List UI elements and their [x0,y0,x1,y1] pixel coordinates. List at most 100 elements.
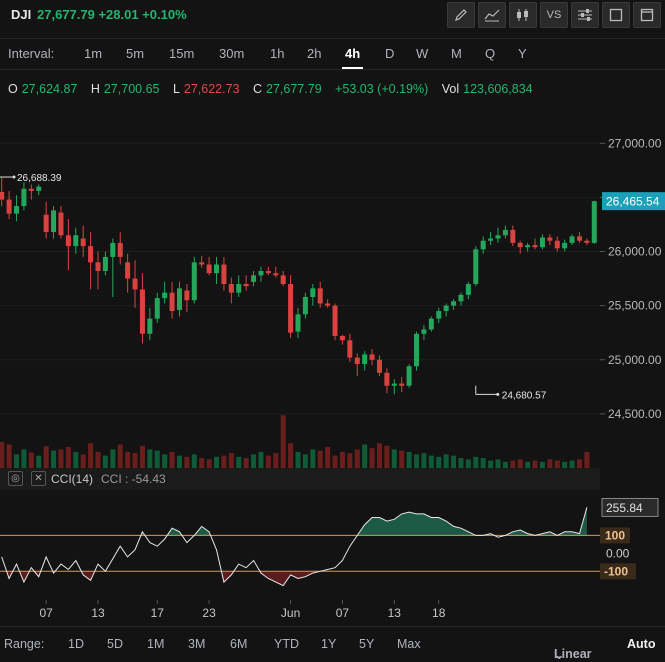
candle [117,242,123,257]
compare-icon[interactable]: VS [540,2,568,28]
range-5y[interactable]: 5Y [359,637,375,651]
open-key: O [8,82,18,96]
volume-bar [584,451,590,468]
range-5d[interactable]: 5D [107,637,123,651]
eye-icon[interactable]: ◎ [8,471,23,486]
interval-4h[interactable]: 4h [341,46,364,69]
settings-sliders-icon[interactable] [571,2,599,28]
volume-bar [243,458,249,468]
candle [302,296,308,315]
auto-button[interactable]: Auto [627,637,656,651]
candle [199,262,205,265]
volume-bar [214,456,220,468]
volume-bar [302,454,308,468]
candle [317,288,323,304]
volume-bar [473,456,479,468]
candle [58,212,64,236]
candle [369,354,375,360]
interval-m[interactable]: M [451,46,462,61]
volume-bar [436,456,442,468]
candle [399,383,405,386]
volume-bar [0,441,5,468]
high-key: H [90,82,100,96]
volume-bar [236,456,242,468]
volume-bar [147,449,153,468]
price-chart[interactable]: 27,000.0026,500.0026,000.0025,500.0025,0… [0,100,665,468]
candle [176,288,182,310]
change-value: +53.03 (+0.19%) [335,82,429,96]
volume-bar [288,443,294,468]
interval-30m[interactable]: 30m [219,46,245,61]
candle [273,273,279,276]
volume-bar [465,459,471,468]
x-tick-label: 13 [91,606,105,620]
volume-bar [80,454,86,468]
volume-bar [295,451,301,468]
pencil-icon[interactable] [447,2,475,28]
volume-bar [21,449,27,468]
volume-key: Vol [441,82,460,96]
candle [80,238,86,247]
y-tick-label: 25,500.00 [608,299,662,313]
range-6m[interactable]: 6M [230,637,248,651]
interval-y[interactable]: Y [518,46,527,61]
high-marker-dot [12,175,16,179]
interval-q[interactable]: Q [485,46,496,61]
candle [73,235,79,247]
cci-value: CCI : -54.43 [101,472,166,486]
low-marker-label: 24,680.57 [502,390,547,401]
volume-bar [458,458,464,468]
interval-d[interactable]: D [385,46,395,61]
candle [502,229,508,236]
candle [0,192,5,200]
candle [376,359,382,373]
close-icon[interactable]: ✕ [31,471,46,486]
volume-bar [251,454,257,468]
range-1y[interactable]: 1Y [321,637,337,651]
volume-bar [391,449,397,468]
x-tick-label: 07 [39,606,53,620]
candle [228,284,234,293]
interval-1h[interactable]: 1h [270,46,285,61]
range-1m[interactable]: 1M [147,637,165,651]
volume-bar [339,451,345,468]
interval-15m[interactable]: 15m [169,46,195,61]
volume-bar [495,459,501,468]
window-icon[interactable] [633,2,661,28]
candle [251,275,257,282]
toolbar: VS [447,2,661,28]
interval-5m[interactable]: 5m [126,46,145,61]
candle [428,318,434,330]
volume-bar [539,461,545,468]
line-chart-icon[interactable] [478,2,506,28]
range-ytd[interactable]: YTD [274,637,299,651]
candle [539,237,545,248]
range-max[interactable]: Max [397,637,421,651]
cci-chart[interactable]: 255.84 100 0.00 -100 [0,478,665,600]
volume-bar [132,453,138,468]
candle [384,372,390,386]
interval-1m[interactable]: 1m [84,46,103,61]
range-1d[interactable]: 1D [68,637,84,651]
candle [88,246,94,263]
volume-bar [199,458,205,468]
candle [6,199,12,214]
range-3m[interactable]: 3M [188,637,206,651]
candle [532,245,538,248]
candle [258,271,264,276]
volume-bar [562,461,568,468]
range-bar: Range: 1D 5D 1M 3M 6M YTD 1Y 5Y Max Line… [0,626,665,662]
candle [191,262,197,301]
volume-bar [125,451,131,468]
interval-w[interactable]: W [416,46,429,61]
volume-bar [191,454,197,468]
volume-bar [154,450,160,468]
cci-lower-badge [600,563,636,580]
cci-overbought-fill [140,507,587,536]
candle [295,314,301,332]
interval-2h[interactable]: 2h [307,46,322,61]
candlestick-icon[interactable] [509,2,537,28]
volume-bar [369,448,375,468]
fullscreen-icon[interactable] [602,2,630,28]
compare-label: VS [546,9,562,21]
